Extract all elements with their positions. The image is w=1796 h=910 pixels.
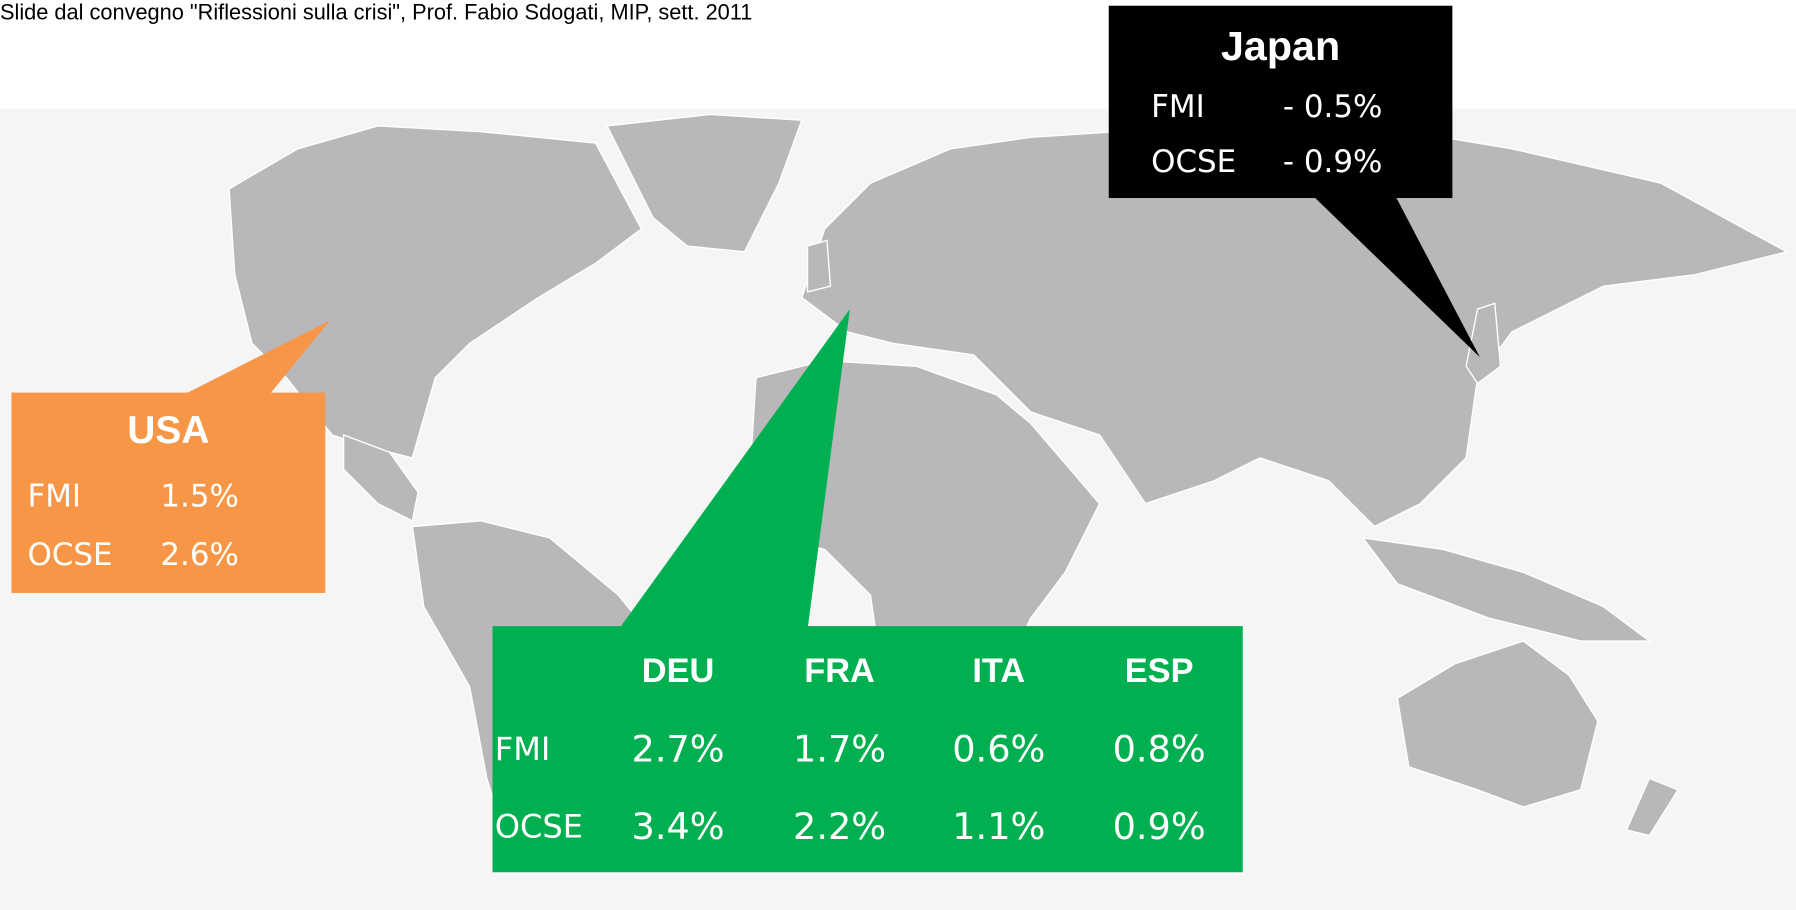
callout-title: Japan [1221,23,1340,69]
row-value: - 0.9% [1283,144,1383,180]
new-zealand [1625,777,1680,837]
row-label: FMI [27,478,81,514]
usa-callout: USA FMI 1.5% OCSE 2.6% [11,320,330,593]
japan-callout: Japan FMI - 0.5% OCSE - 0.9% [1108,5,1480,358]
caption: Slide dal convegno "Riflessioni sulla cr… [0,0,752,24]
row-label: OCSE [1151,144,1236,180]
callout-pointer [1305,188,1480,358]
column-header: ITA [972,652,1025,690]
row-value: 0.6% [952,727,1045,770]
row-label: FMI [1151,89,1205,125]
row-value: 1.7% [793,727,886,770]
indonesia [1361,537,1652,642]
callout-box [492,626,1243,873]
row-value: 2.7% [632,727,725,770]
callout-pointer [183,320,330,395]
europe-callout: DEU FRA ITA ESP FMI 2.7% 1.7% 0.6% 0.8% OCSE 3.4% 2… [492,309,1243,873]
column-header: DEU [642,652,715,690]
row-label: FMI [495,730,551,768]
central-america [342,433,419,522]
row-value: 0.9% [1113,805,1206,848]
australia [1396,640,1599,808]
row-value: 0.8% [1113,727,1206,770]
row-value: - 0.5% [1283,89,1383,125]
row-value: 2.6% [160,537,239,573]
column-header: ESP [1125,652,1194,690]
callout-title: USA [127,409,209,452]
row-value: 3.4% [632,805,725,848]
row-value: 2.2% [793,805,886,848]
row-label: OCSE [495,808,583,846]
british-isles [806,239,832,293]
row-label: OCSE [27,537,112,573]
row-value: 1.1% [952,805,1045,848]
column-header: FRA [804,652,875,690]
greenland [606,113,803,253]
callout-box [1108,5,1453,199]
callout-box [11,392,326,593]
japan-island [1465,302,1502,385]
callout-pointer [618,309,850,630]
row-value: 1.5% [160,478,239,514]
